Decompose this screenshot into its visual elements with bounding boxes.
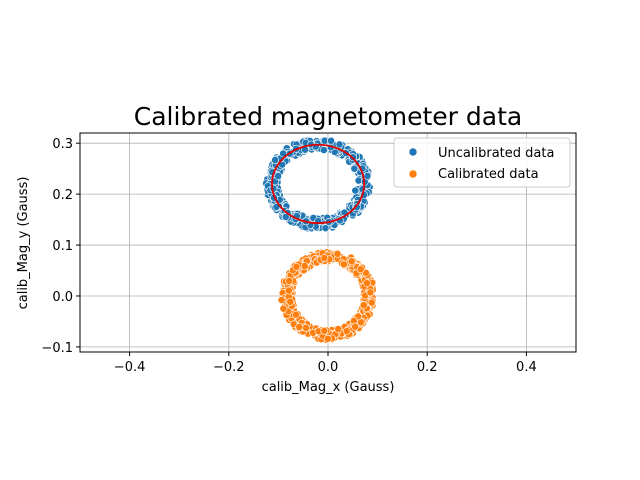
data-point bbox=[339, 260, 348, 269]
data-point bbox=[302, 323, 310, 332]
data-point bbox=[351, 186, 360, 195]
data-point bbox=[286, 297, 295, 306]
data-point bbox=[359, 301, 368, 310]
data-point bbox=[335, 140, 344, 149]
data-point bbox=[295, 323, 304, 331]
x-tick-label: 0.0 bbox=[318, 360, 339, 375]
y-axis-ticks: −0.1 0.0 0.1 0.2 0.3 bbox=[41, 137, 80, 356]
data-point bbox=[363, 279, 371, 288]
data-point bbox=[366, 288, 375, 297]
x-axis-ticks: −0.4 −0.2 0.0 0.2 0.4 bbox=[114, 352, 537, 375]
data-point bbox=[342, 327, 351, 335]
data-point bbox=[285, 276, 294, 285]
legend-marker-calibrated bbox=[408, 169, 418, 179]
data-point bbox=[333, 249, 342, 258]
data-point bbox=[284, 286, 293, 295]
data-point bbox=[279, 304, 288, 313]
data-point bbox=[352, 203, 361, 212]
data-point bbox=[320, 326, 329, 335]
x-tick-label: 0.4 bbox=[516, 360, 537, 375]
legend-marker-uncalibrated bbox=[408, 147, 418, 157]
y-tick-label: −0.1 bbox=[41, 341, 73, 356]
data-point bbox=[334, 325, 343, 333]
data-point bbox=[323, 334, 332, 343]
x-tick-label: −0.2 bbox=[213, 360, 245, 375]
data-point bbox=[351, 322, 360, 331]
y-tick-label: 0.2 bbox=[52, 188, 73, 203]
data-point bbox=[292, 310, 300, 319]
data-point bbox=[320, 254, 329, 262]
data-point bbox=[367, 298, 376, 307]
chart-title: Calibrated magnetometer data bbox=[134, 102, 522, 131]
data-point bbox=[356, 265, 365, 274]
data-point bbox=[271, 156, 280, 164]
data-point bbox=[363, 171, 372, 180]
x-axis-label: calib_Mag_x (Gauss) bbox=[262, 380, 395, 395]
data-point bbox=[274, 172, 282, 180]
data-point bbox=[300, 262, 309, 270]
legend-label-uncalibrated: Uncalibrated data bbox=[438, 146, 554, 161]
data-point bbox=[292, 262, 301, 271]
fit-ellipse bbox=[271, 143, 366, 225]
series-1 bbox=[277, 248, 378, 344]
x-tick-label: 0.2 bbox=[417, 360, 438, 375]
data-point bbox=[281, 213, 290, 221]
y-tick-label: 0.3 bbox=[52, 137, 73, 152]
data-point bbox=[327, 136, 335, 145]
data-point bbox=[350, 164, 359, 173]
legend: Uncalibrated data Calibrated data bbox=[393, 137, 571, 188]
x-tick-label: −0.4 bbox=[114, 360, 146, 375]
legend-box bbox=[393, 137, 571, 188]
y-axis-label: calib_Mag_y (Gauss) bbox=[16, 177, 31, 310]
data-layer bbox=[262, 136, 378, 344]
y-tick-label: 0.1 bbox=[52, 239, 73, 254]
data-point bbox=[321, 224, 330, 233]
legend-label-calibrated: Calibrated data bbox=[438, 167, 539, 182]
data-point bbox=[277, 296, 286, 304]
data-point bbox=[347, 257, 356, 266]
data-point bbox=[319, 146, 328, 154]
y-tick-label: 0.0 bbox=[52, 290, 73, 305]
